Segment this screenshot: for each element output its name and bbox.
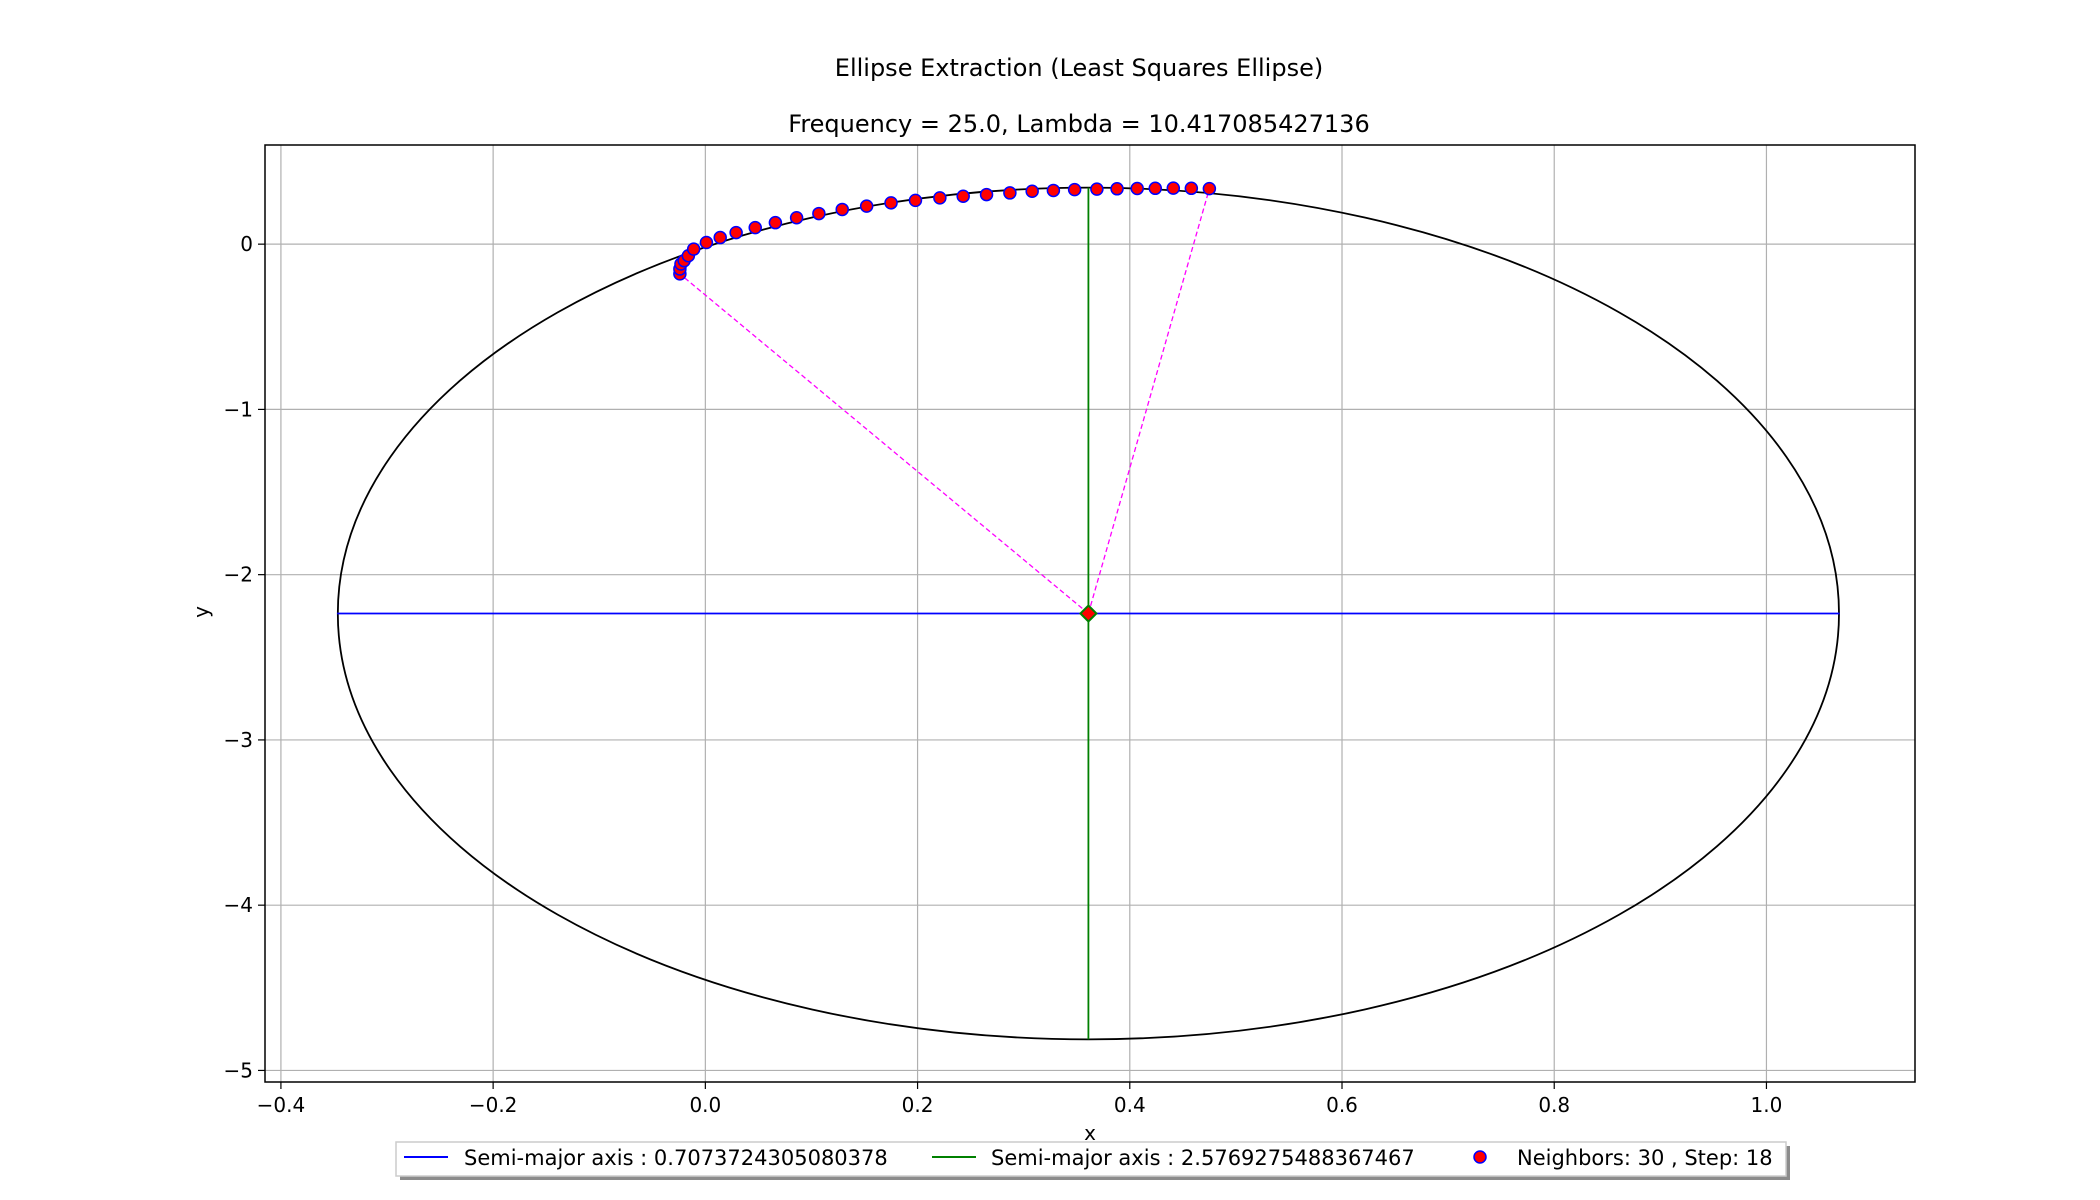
neighbor-point [768, 215, 783, 230]
x-tick-label: 0.4 [1114, 1093, 1146, 1117]
x-axis-label: x [1084, 1121, 1096, 1145]
neighbor-point [1025, 184, 1039, 199]
center-marker [1078, 604, 1098, 623]
neighbor-point [1148, 181, 1163, 196]
neighbor-point [789, 210, 804, 225]
connector-line [679, 273, 1089, 614]
neighbor-point [1067, 182, 1082, 197]
neighbor-point [835, 202, 849, 217]
x-tick-label: 0.8 [1538, 1093, 1570, 1117]
neighbor-point [979, 187, 994, 202]
neighbor-point [884, 196, 898, 210]
legend-box [395, 1141, 1787, 1177]
legend-label-neighbors: Neighbors: 30 , Step: 18 [1517, 1146, 1773, 1170]
y-tick-label: 0 [240, 232, 253, 256]
neighbor-point [1003, 186, 1017, 200]
x-tick-label: −0.2 [469, 1093, 518, 1117]
chart-subtitle: Frequency = 25.0, Lambda = 10.4170854271… [788, 110, 1369, 138]
y-axis-label: y [189, 606, 213, 618]
x-tick-label: 1.0 [1751, 1093, 1783, 1117]
chart-title: Ellipse Extraction (Least Squares Ellips… [835, 54, 1323, 82]
neighbor-point [748, 220, 762, 235]
connector-line [1087, 188, 1210, 614]
plot-area [336, 181, 1840, 1041]
legend-label-semi-axis-green: Semi-major axis : 2.5769275488367467 [991, 1146, 1415, 1170]
y-tick-label: −2 [224, 563, 253, 587]
ticks: −0.4 −0.2 0.0 0.2 0.4 0.6 0.8 1.0 0 −1 −2 −3 −4 −5 [224, 232, 1783, 1117]
legend: Semi-major axis : 0.7073724305080378 Sem… [395, 1141, 1790, 1180]
neighbor-point [812, 206, 826, 221]
neighbor-point [1166, 181, 1181, 195]
x-tick-label: −0.4 [257, 1093, 306, 1117]
axes-frame [264, 144, 1916, 1083]
y-tick-label: −1 [224, 397, 253, 421]
legend-label-semi-axis-blue: Semi-major axis : 0.7073724305080378 [464, 1146, 888, 1170]
x-tick-label: 0.2 [902, 1093, 934, 1117]
neighbor-point [1130, 181, 1144, 196]
neighbor-point [1090, 182, 1104, 196]
neighbor-point [699, 235, 714, 250]
neighbor-point [1202, 181, 1217, 196]
neighbor-point [686, 242, 701, 256]
neighbor-point [1046, 183, 1061, 198]
x-tick-label: 0.6 [1326, 1093, 1358, 1117]
neighbor-point [933, 191, 947, 205]
x-tick-label: 0.0 [689, 1093, 721, 1117]
neighbor-point [729, 225, 743, 240]
neighbor-point [908, 193, 923, 208]
neighbor-point [859, 199, 874, 213]
neighbor-point [1184, 181, 1199, 196]
y-tick-label: −4 [224, 893, 253, 917]
neighbor-point [713, 230, 727, 245]
y-tick-label: −5 [224, 1058, 253, 1082]
y-tick-label: −3 [224, 728, 253, 752]
neighbor-point [956, 189, 970, 203]
legend-marker-neighbors [1473, 1150, 1487, 1164]
neighbor-point [1110, 182, 1124, 196]
